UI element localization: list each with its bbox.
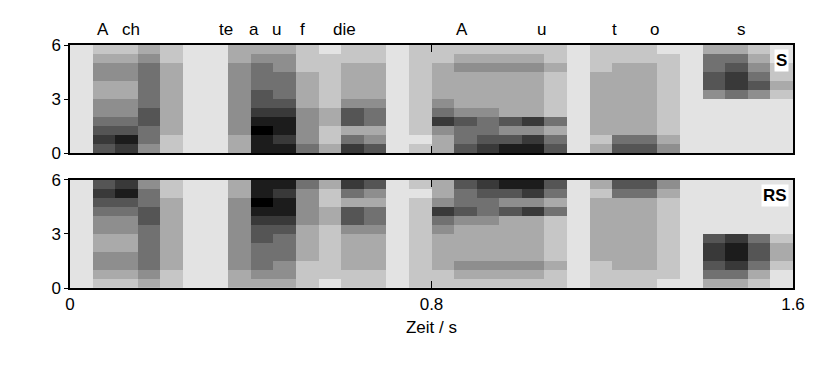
svg-text:t: t <box>612 20 617 39</box>
svg-text:ch: ch <box>122 20 140 39</box>
svg-text:a: a <box>249 20 259 39</box>
svg-text:die: die <box>333 20 356 39</box>
svg-text:0.8: 0.8 <box>420 295 444 314</box>
svg-text:0: 0 <box>51 279 60 298</box>
svg-text:f: f <box>300 20 305 39</box>
svg-text:te: te <box>219 20 233 39</box>
svg-text:6: 6 <box>51 171 60 190</box>
svg-text:A: A <box>456 20 468 39</box>
svg-text:0: 0 <box>51 144 60 163</box>
svg-text:u: u <box>537 20 546 39</box>
svg-text:u: u <box>272 20 281 39</box>
svg-text:1.6: 1.6 <box>781 295 805 314</box>
svg-text:o: o <box>650 20 659 39</box>
svg-text:0: 0 <box>65 295 74 314</box>
svg-text:RS: RS <box>763 186 787 205</box>
svg-text:s: s <box>737 20 746 39</box>
svg-text:S: S <box>776 51 787 70</box>
svg-text:Zeit / s: Zeit / s <box>406 318 457 337</box>
svg-text:6: 6 <box>51 36 60 55</box>
svg-text:A: A <box>97 20 109 39</box>
svg-text:3: 3 <box>51 225 60 244</box>
svg-text:3: 3 <box>51 90 60 109</box>
